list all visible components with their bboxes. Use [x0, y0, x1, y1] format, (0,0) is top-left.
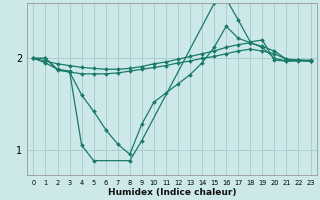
- X-axis label: Humidex (Indice chaleur): Humidex (Indice chaleur): [108, 188, 236, 197]
